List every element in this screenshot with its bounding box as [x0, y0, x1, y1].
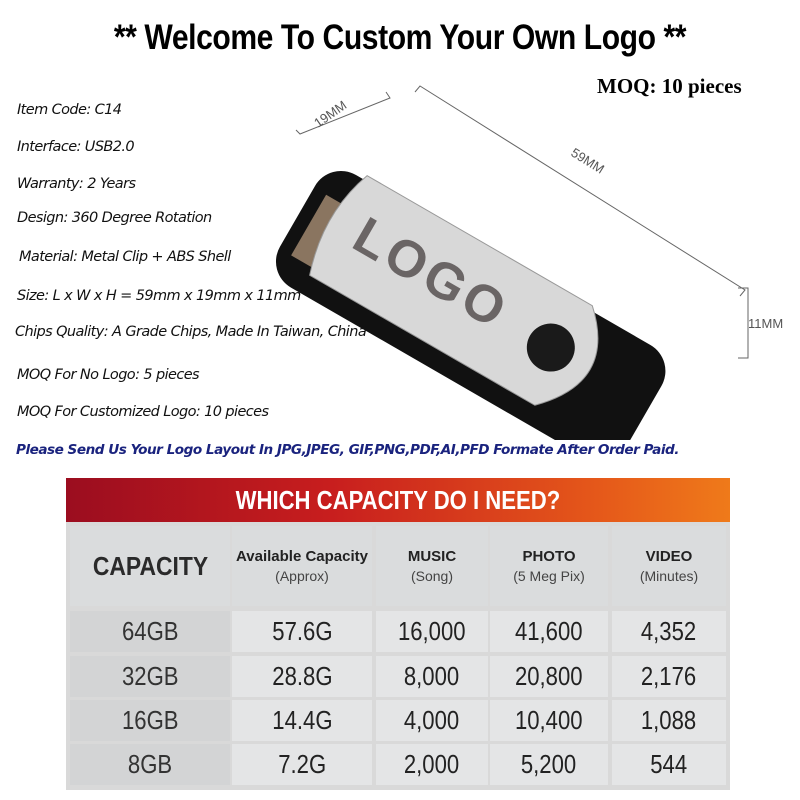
- moq-label: MOQ: 10 pieces: [597, 74, 742, 98]
- page-title: ** Welcome To Custom Your Own Logo **: [113, 18, 687, 57]
- capacity-table: WHICH CAPACITY DO I NEED? CAPACITY Availa…: [66, 478, 730, 790]
- table-cell: 64GB: [70, 611, 230, 652]
- logo-format-note: Please Send Us Your Logo Layout In JPG,J…: [16, 442, 679, 458]
- spec-interface: Interface: USB2.0: [17, 139, 135, 155]
- header-main: VIDEO: [645, 548, 693, 565]
- header-sub: (Minutes): [639, 568, 699, 584]
- table-cell: 7.2G: [232, 744, 372, 785]
- spec-size: Size: L x W x H = 59mm x 19mm x 11mm: [17, 288, 301, 304]
- spec-item-code: Item Code: C14: [17, 102, 122, 118]
- usb-drive-image: 19MM 59MM 11MM LOGO: [275, 85, 783, 440]
- table-cell: 4,352: [612, 611, 726, 652]
- table-cell: 1,088: [612, 700, 726, 741]
- table-cell: 10,400: [490, 700, 608, 741]
- table-cell: 20,800: [490, 656, 608, 697]
- table-cell: 41,600: [490, 611, 608, 652]
- table-cell: 57.6G: [232, 611, 372, 652]
- table-cell: 28.8G: [232, 656, 372, 697]
- header-main: CAPACITY: [92, 550, 208, 581]
- metal-swivel: [309, 175, 599, 406]
- spec-warranty: Warranty: 2 Years: [17, 176, 136, 192]
- header-sub: (5 Meg Pix): [513, 568, 585, 584]
- column-header: MUSIC (Song): [376, 526, 488, 606]
- table-cell: 544: [612, 744, 726, 785]
- column-header: Available Capacity (Approx): [232, 526, 372, 606]
- table-cell: 8,000: [376, 656, 488, 697]
- table-cell: 4,000: [376, 700, 488, 741]
- table-cell: 8GB: [70, 744, 230, 785]
- header-main: MUSIC: [407, 548, 457, 565]
- column-header: CAPACITY: [70, 526, 230, 606]
- header-sub: (Song): [410, 568, 454, 584]
- spec-moq-no-logo: MOQ For No Logo: 5 pieces: [17, 367, 200, 383]
- header-sub: (Approx): [275, 568, 329, 584]
- column-header: PHOTO (5 Meg Pix): [490, 526, 608, 606]
- spec-design: Design: 360 Degree Rotation: [17, 210, 212, 226]
- header-main: Available Capacity: [235, 548, 368, 565]
- table-cell: 16GB: [70, 700, 230, 741]
- table-cell: 2,176: [612, 656, 726, 697]
- table-cell: 32GB: [70, 656, 230, 697]
- spec-material: Material: Metal Clip + ABS Shell: [19, 249, 231, 265]
- dim-height-label: 11MM: [748, 316, 783, 331]
- dim-width-label: 19MM: [311, 97, 349, 130]
- spec-moq-logo: MOQ For Customized Logo: 10 pieces: [17, 404, 269, 420]
- spec-chips: Chips Quality: A Grade Chips, Made In Ta…: [15, 324, 367, 340]
- table-cell: 5,200: [490, 744, 608, 785]
- dim-length-label: 59MM: [568, 145, 607, 177]
- header-main: PHOTO: [522, 548, 576, 565]
- table-title: WHICH CAPACITY DO I NEED?: [66, 478, 730, 522]
- column-header: VIDEO (Minutes): [612, 526, 726, 606]
- table-cell: 16,000: [376, 611, 488, 652]
- dimension-lines: [295, 85, 749, 359]
- table-cell: 14.4G: [232, 700, 372, 741]
- table-cell: 2,000: [376, 744, 488, 785]
- swivel-pivot: [526, 323, 575, 372]
